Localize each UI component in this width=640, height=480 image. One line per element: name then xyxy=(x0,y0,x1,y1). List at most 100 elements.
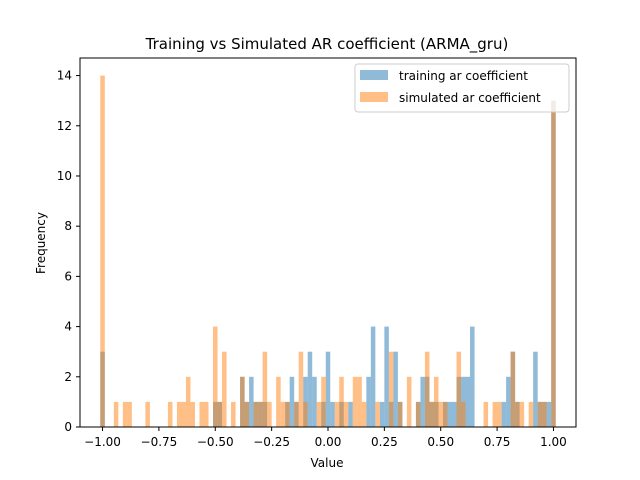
bar-simulated-45 xyxy=(442,401,448,427)
bar-training-13 xyxy=(307,351,313,427)
bar-simulated-40 xyxy=(415,401,421,427)
bar-simulated-9 xyxy=(190,401,195,427)
bar-simulated-12 xyxy=(213,326,218,427)
bar-simulated-19 xyxy=(258,401,263,427)
bar-simulated-53 xyxy=(519,401,525,427)
bar-simulated-7 xyxy=(181,401,186,427)
bar-simulated-21 xyxy=(267,401,272,427)
bar-simulated-28 xyxy=(316,401,322,427)
bar-simulated-29 xyxy=(321,376,326,427)
bars-layer xyxy=(100,75,556,428)
bar-simulated-38 xyxy=(397,401,403,427)
bar-simulated-24 xyxy=(285,401,290,427)
bar-training-22 xyxy=(379,401,385,427)
bar-simulated-14 xyxy=(222,351,227,427)
bar-simulated-43 xyxy=(433,376,439,427)
bar-simulated-1 xyxy=(113,401,119,427)
bar-simulated-55 xyxy=(537,401,543,427)
bar-simulated-22 xyxy=(276,376,281,427)
legend-label-simulated: simulated ar coefficient xyxy=(399,91,541,105)
x-tick-label: 1.00 xyxy=(540,435,567,449)
x-axis-ticks: −1.00 −0.75 −0.50 −0.25 0.00 0.25 0.50 0.75 1.00 xyxy=(84,427,567,449)
x-tick-label: −0.25 xyxy=(253,435,290,449)
x-tick-label: 0.25 xyxy=(371,435,398,449)
bar-training-17 xyxy=(330,401,335,427)
x-tick-label: 0.00 xyxy=(315,435,342,449)
bar-simulated-13 xyxy=(217,401,223,427)
bar-training-28 xyxy=(420,376,425,427)
bar-simulated-56 xyxy=(542,401,547,427)
y-tick-label: 6 xyxy=(64,269,72,283)
bar-simulated-16 xyxy=(240,376,245,427)
bar-simulated-17 xyxy=(244,401,250,427)
bar-training-40 xyxy=(506,376,511,427)
bar-simulated-3 xyxy=(127,401,132,427)
bar-simulated-31 xyxy=(339,376,344,427)
bar-simulated-34 xyxy=(357,376,362,427)
bar-simulated-15 xyxy=(231,401,236,427)
x-tick-label: 0.75 xyxy=(484,435,511,449)
y-tick-label: 10 xyxy=(57,169,72,183)
y-tick-label: 14 xyxy=(57,69,72,83)
bar-simulated-20 xyxy=(262,351,268,427)
bar-training-5 xyxy=(249,376,254,427)
bar-training-10 xyxy=(289,376,295,427)
bar-simulated-50 xyxy=(497,401,502,427)
bar-training-20 xyxy=(366,376,371,427)
bar-simulated-54 xyxy=(528,401,534,427)
bar-simulated-39 xyxy=(406,376,412,427)
bar-simulated-10 xyxy=(199,401,204,427)
legend: training ar coefficient simulated ar coe… xyxy=(354,63,570,113)
y-tick-label: 8 xyxy=(64,219,72,233)
bar-training-16 xyxy=(325,351,331,427)
y-tick-label: 2 xyxy=(64,370,72,384)
bar-simulated-47 xyxy=(461,401,466,427)
x-tick-label: 0.50 xyxy=(427,435,454,449)
x-tick-label: −0.50 xyxy=(197,435,234,449)
bar-simulated-49 xyxy=(492,401,498,427)
y-axis-ticks: 0 2 4 6 8 10 12 14 xyxy=(57,69,80,434)
y-tick-label: 4 xyxy=(64,320,72,334)
bar-simulated-32 xyxy=(343,401,349,427)
bar-simulated-48 xyxy=(483,401,489,427)
y-tick-label: 12 xyxy=(57,119,72,133)
chart-title: Training vs Simulated AR coefficient (AR… xyxy=(145,35,509,54)
bar-simulated-51 xyxy=(510,351,516,427)
bar-simulated-5 xyxy=(167,401,173,427)
bar-training-23 xyxy=(384,326,389,427)
y-tick-label: 0 xyxy=(64,420,72,434)
bar-simulated-41 xyxy=(424,351,430,427)
bar-simulated-26 xyxy=(298,351,304,427)
bar-training-19 xyxy=(348,401,353,427)
bar-simulated-36 xyxy=(375,401,380,427)
bar-training-37 xyxy=(465,376,471,427)
bar-simulated-25 xyxy=(294,401,299,427)
bar-training-46 xyxy=(546,401,552,427)
bar-training-14 xyxy=(312,376,317,427)
bar-simulated-42 xyxy=(429,401,434,427)
bar-simulated-46 xyxy=(456,351,462,427)
x-axis-label: Value xyxy=(311,456,344,470)
bar-simulated-44 xyxy=(438,401,443,427)
bar-training-34 xyxy=(452,401,457,427)
x-tick-label: −0.75 xyxy=(141,435,178,449)
bar-simulated-30 xyxy=(334,401,340,427)
legend-swatch-training xyxy=(360,70,388,80)
legend-label-training: training ar coefficient xyxy=(399,69,528,83)
bar-simulated-2 xyxy=(122,401,128,427)
bar-simulated-57 xyxy=(551,100,556,428)
bar-training-38 xyxy=(470,326,475,427)
bar-simulated-27 xyxy=(303,401,308,427)
bar-training-43 xyxy=(533,351,538,427)
bar-simulated-4 xyxy=(145,401,150,427)
bar-training-39 xyxy=(501,401,507,427)
y-axis-label: Frequency xyxy=(34,212,48,274)
x-tick-label: −1.00 xyxy=(84,435,121,449)
legend-swatch-simulated xyxy=(360,92,388,102)
bar-simulated-33 xyxy=(352,376,358,427)
bar-simulated-23 xyxy=(280,401,286,427)
bar-simulated-8 xyxy=(185,376,191,427)
bar-training-25 xyxy=(393,351,398,427)
bar-simulated-35 xyxy=(361,401,367,427)
